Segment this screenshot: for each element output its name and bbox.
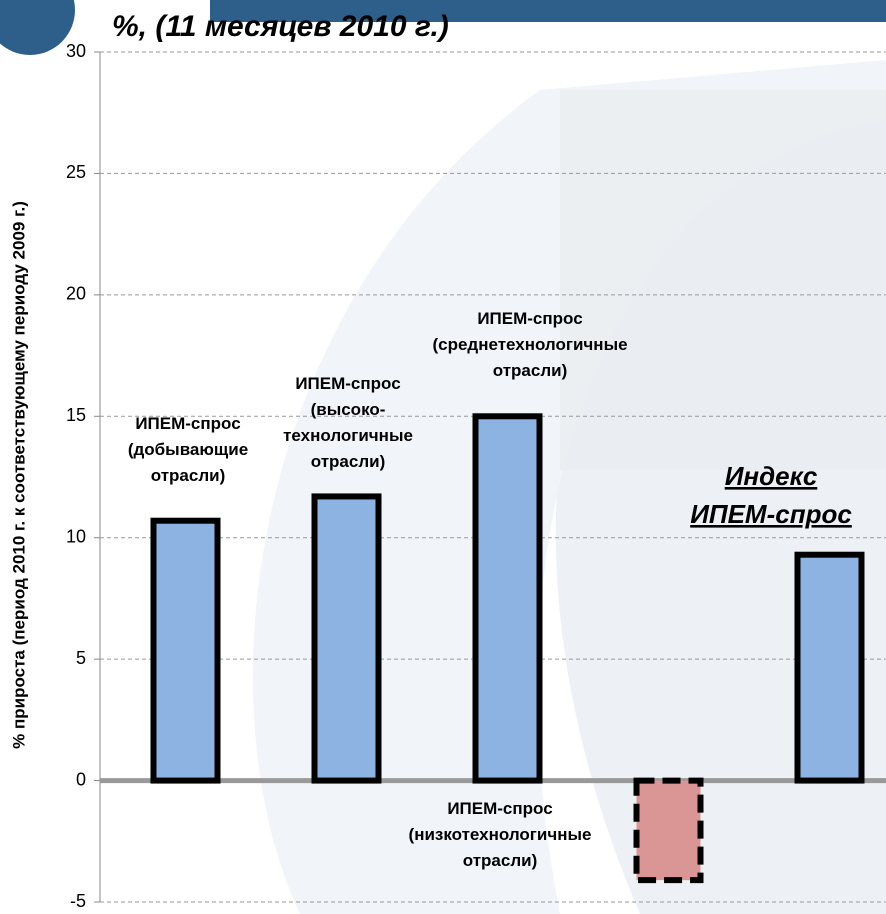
y-tick-label: 10 (66, 526, 86, 546)
category-label: ИПЕМ-спрос (добывающие отрасли) (128, 414, 248, 485)
category-label: ИПЕМ-спрос (низкотехнологичные отрасли) (409, 799, 592, 870)
chart-title: %, (11 месяцев 2010 г.) (112, 10, 449, 43)
category-label: Индекс ИПЕМ-спрос (690, 461, 852, 529)
category-label: ИПЕМ-спрос (среднетехнологичные отрасли) (432, 309, 627, 380)
bar (472, 413, 543, 784)
bar (794, 551, 865, 784)
y-tick-label: 30 (66, 41, 86, 61)
category-label: ИПЕМ-спрос (высоко-технологичные отрасли) (283, 374, 413, 471)
y-tick-label: -5 (70, 891, 86, 911)
bar (150, 517, 221, 784)
y-tick-label: 5 (76, 648, 86, 668)
y-tick-label: 0 (76, 769, 86, 789)
bar (633, 777, 704, 884)
y-tick-label: 25 (66, 162, 86, 182)
y-tick-label: 15 (66, 405, 86, 425)
y-axis-label: % прироста (период 2010 г. к соответству… (9, 201, 28, 749)
y-tick-label: 20 (66, 284, 86, 304)
bar (311, 493, 382, 784)
